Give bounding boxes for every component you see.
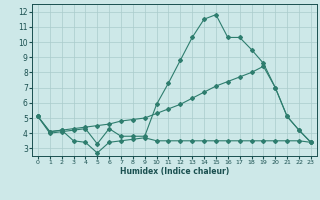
X-axis label: Humidex (Indice chaleur): Humidex (Indice chaleur) <box>120 167 229 176</box>
